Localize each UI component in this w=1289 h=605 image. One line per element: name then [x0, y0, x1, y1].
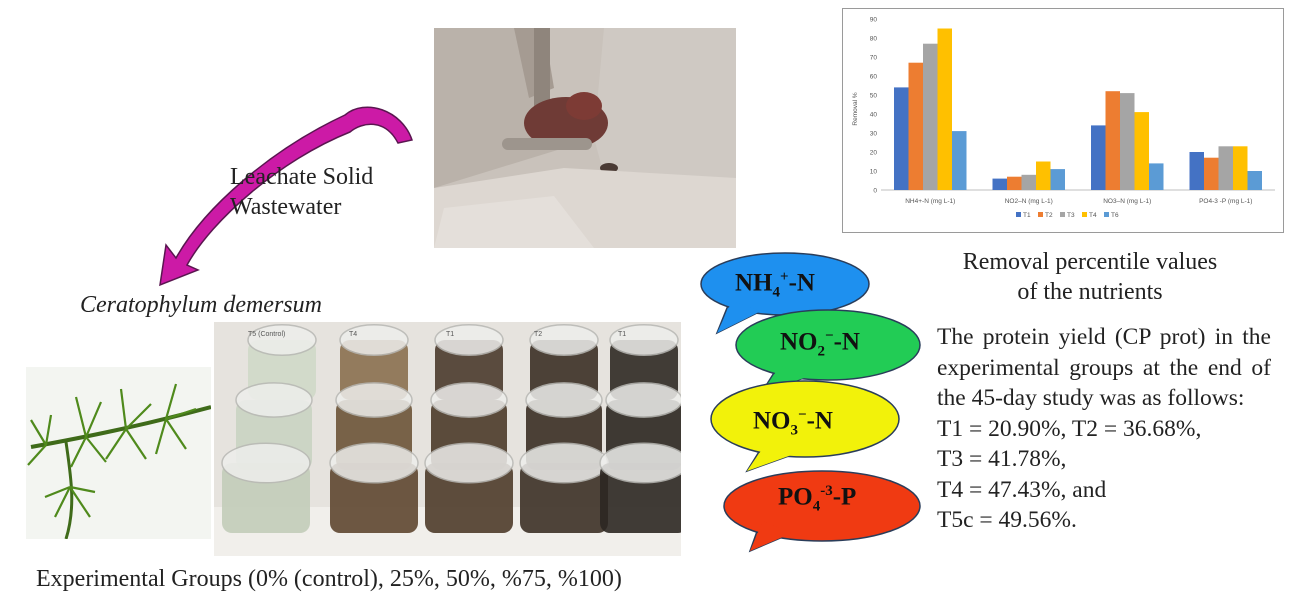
jar-rim — [605, 382, 681, 418]
speech-bubble: NO2−-N — [732, 308, 932, 408]
jar-rim — [529, 323, 599, 357]
chart-category-label: NO2–N (mg L-1) — [1005, 198, 1053, 205]
chart-bar — [908, 62, 923, 191]
removal-chart-svg: 0 10 20 30 40 50 60 70 80 90 NH4+-N (mg L-1) NO2–N… — [852, 17, 1275, 219]
chart-y-tick-label: 30 — [870, 131, 878, 138]
chart-legend-label: T2 — [1045, 212, 1053, 219]
chart-bar — [1247, 171, 1262, 190]
jar-rim — [519, 442, 609, 484]
speech-bubble: NH4+-N — [689, 251, 880, 345]
jar-rim — [424, 442, 514, 484]
chart-bar — [923, 43, 938, 191]
chart-legend-swatch — [1016, 212, 1021, 217]
chart-bar — [1134, 112, 1149, 190]
chart-caption: Removal percentile values of the nutrien… — [929, 247, 1251, 307]
chart-y-tick-label: 40 — [870, 112, 878, 119]
jar-rim — [247, 323, 317, 357]
chart-y-tick-label: 50 — [870, 93, 878, 100]
removal-chart: 0 10 20 30 40 50 60 70 80 90 NH4+-N (mg L-1) NO2–N… — [842, 8, 1284, 233]
speech-bubble-label: NO3−-N — [753, 407, 833, 439]
jar-label: T5 (Control) — [248, 331, 285, 338]
jar-rim — [335, 382, 413, 418]
protein-line-2: T3 = 41.78%, — [937, 446, 1067, 472]
chart-caption-line2: of the nutrients — [1017, 279, 1163, 305]
chart-bar — [894, 87, 909, 190]
speech-bubble-label: NO2−-N — [780, 328, 860, 360]
chart-y-axis-label: Removal % — [852, 92, 859, 125]
chart-bar — [937, 28, 952, 190]
chart-y-tick-label: 90 — [870, 17, 878, 24]
chart-legend-label: T1 — [1023, 212, 1031, 219]
jar-rim — [609, 323, 679, 357]
chart-legend-swatch — [1082, 212, 1087, 217]
jar-rim — [221, 442, 311, 484]
chart-bar — [1050, 169, 1065, 190]
speech-bubble-label: NH4+-N — [735, 269, 815, 301]
chart-y-tick-label: 10 — [870, 169, 878, 176]
chart-bar — [1120, 93, 1135, 190]
chart-legend-swatch — [1038, 212, 1043, 217]
chart-bar — [1021, 174, 1036, 190]
chart-category-label: NH4+-N (mg L-1) — [905, 198, 955, 205]
speech-bubble-shape — [723, 470, 921, 553]
chart-legend-swatch — [1060, 212, 1065, 217]
chart-bar — [992, 178, 1007, 190]
chart-bar — [1233, 146, 1248, 190]
wastewater-label-line2: Wastewater — [230, 194, 342, 220]
species-label: Ceratophylum demersum — [80, 292, 322, 318]
jars-photo: T5 (Control) T4 T1 T2 T1 — [214, 322, 681, 556]
protein-line-1: T1 = 20.90%, T2 = 36.68%, — [937, 415, 1202, 442]
chart-y-tick-label: 60 — [870, 74, 878, 81]
chart-y-tick-label: 70 — [870, 55, 878, 62]
jar-label: T2 — [534, 331, 542, 338]
chart-category-label: NO3–N (mg L-1) — [1103, 198, 1151, 205]
jar-label: T4 — [349, 331, 357, 338]
chart-bar — [1036, 161, 1051, 190]
jar-rim — [235, 382, 313, 418]
jar-rim — [339, 323, 409, 357]
arrow-shape — [159, 106, 413, 287]
chart-bar — [952, 131, 967, 190]
chart-legend-label: T6 — [1111, 212, 1119, 219]
chart-bar — [1189, 152, 1204, 190]
wastewater-label: Leachate Solid Wastewater — [230, 162, 373, 222]
speech-bubble-label: PO4-3-P — [778, 483, 857, 515]
jar-rim — [525, 382, 603, 418]
chart-bar — [1218, 146, 1233, 190]
protein-yield-text: The protein yield (CP prot) in the exper… — [937, 322, 1271, 536]
chart-legend-swatch — [1104, 212, 1109, 217]
speech-bubble: PO4-3-P — [720, 469, 930, 569]
chart-legend-label: T3 — [1067, 212, 1075, 219]
wastewater-label-line1: Leachate Solid — [230, 164, 374, 190]
jar-label: T1 — [618, 331, 626, 338]
chart-bar — [1149, 163, 1164, 190]
chart-y-tick-label: 80 — [870, 36, 878, 43]
speech-bubble-shape — [700, 252, 870, 335]
wastewater-photo — [434, 28, 736, 248]
jar-label: T1 — [446, 331, 454, 338]
chart-caption-line1: Removal percentile values — [962, 249, 1218, 275]
groups-caption: Experimental Groups (0% (control), 25%, … — [36, 566, 622, 592]
jar-rim — [329, 442, 419, 484]
curved-arrow — [159, 106, 413, 287]
chart-y-tick-label: 0 — [873, 188, 877, 195]
speech-bubble: NO3−-N — [707, 379, 907, 485]
chart-bar — [1091, 125, 1106, 190]
protein-line-3: T4 = 47.43%, and — [937, 476, 1107, 503]
jar-rim — [434, 323, 504, 357]
jar-rim — [430, 382, 508, 418]
chart-bar — [1007, 176, 1022, 190]
jar-rim — [599, 442, 681, 484]
chart-category-label: PO4-3 -P (mg L-1) — [1199, 198, 1252, 205]
chart-legend-label: T4 — [1089, 212, 1097, 219]
chart-bar — [1105, 91, 1120, 190]
speech-bubble-shape — [710, 380, 900, 473]
protein-line-4: T5c = 49.56%. — [937, 507, 1077, 533]
chart-y-tick-label: 20 — [870, 150, 878, 157]
protein-intro: The protein yield (CP prot) in the exper… — [937, 324, 1271, 411]
plant-photo — [26, 367, 211, 539]
chart-bar — [1204, 157, 1219, 190]
